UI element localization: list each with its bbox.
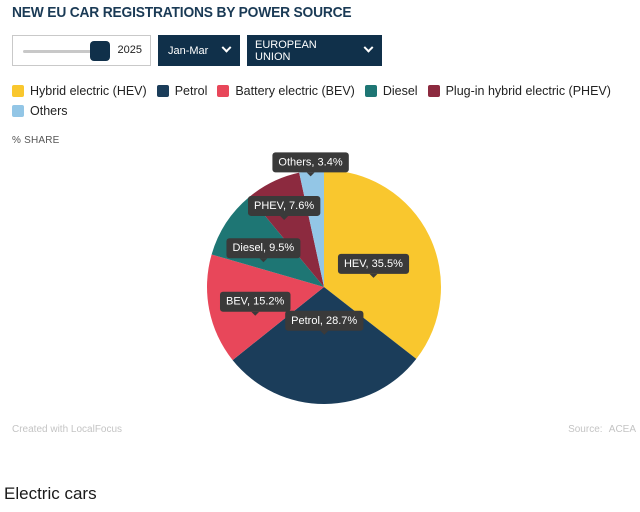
region-dropdown-label: EUROPEAN UNION xyxy=(255,38,317,63)
data-label-text: Diesel, 9.5% xyxy=(232,242,294,254)
data-label-pointer xyxy=(306,172,315,177)
data-label-pointer xyxy=(259,258,268,263)
data-label-box xyxy=(272,152,349,173)
year-value: 2025 xyxy=(117,44,142,56)
chevron-down-icon xyxy=(221,42,232,53)
legend-swatch xyxy=(156,85,169,97)
section-heading: Electric cars xyxy=(4,484,97,503)
period-dropdown-label: Jan-Mar xyxy=(168,44,209,57)
slider-track[interactable] xyxy=(23,50,105,53)
chart-controls: 2025 Jan-Mar EUROPEAN UNION xyxy=(12,35,382,66)
legend-item[interactable]: Hybrid electric (HEV) xyxy=(12,84,147,98)
legend-swatch xyxy=(12,105,24,117)
data-label-text: Petrol, 28.7% xyxy=(291,315,357,327)
data-label: BEV, 15.2% xyxy=(219,291,291,316)
legend-swatch xyxy=(12,85,24,97)
slider-thumb[interactable] xyxy=(90,41,110,61)
legend-label: Battery electric (BEV) xyxy=(235,84,355,98)
data-label-box xyxy=(337,253,410,274)
legend-item[interactable]: Others xyxy=(12,104,68,118)
legend-swatch xyxy=(217,85,230,97)
data-label: Petrol, 28.7% xyxy=(285,310,364,335)
chart-title: NEW EU CAR REGISTRATIONS BY POWER SOURCE xyxy=(12,4,352,21)
data-label-box xyxy=(219,291,291,312)
legend-item[interactable]: Battery electric (BEV) xyxy=(217,84,355,98)
data-label-pointer xyxy=(320,330,329,335)
credit-text: Created with LocalFocus xyxy=(12,424,123,435)
source-text: Source: ACEA xyxy=(568,424,636,435)
year-slider[interactable]: 2025 xyxy=(12,35,151,66)
legend-label: Hybrid electric (HEV) xyxy=(30,84,147,98)
data-label: Others, 3.4% xyxy=(272,152,349,177)
data-label-box xyxy=(285,310,364,331)
chart-legend: Hybrid electric (HEV) Petrol Battery elect… xyxy=(12,84,632,118)
data-label-text: HEV, 35.5% xyxy=(344,258,403,270)
data-label-box xyxy=(226,238,301,259)
chevron-down-icon xyxy=(363,42,374,53)
data-label: Diesel, 9.5% xyxy=(226,238,301,263)
legend-label: Diesel xyxy=(382,84,418,98)
legend-item[interactable]: Plug-in hybrid electric (PHEV) xyxy=(427,84,611,98)
legend-label: Others xyxy=(30,104,68,118)
data-label-text: PHEV, 7.6% xyxy=(254,200,314,212)
legend-swatch xyxy=(427,85,440,97)
data-label-box xyxy=(248,195,321,216)
legend-item[interactable]: Petrol xyxy=(156,84,208,98)
legend-swatch xyxy=(364,85,377,97)
legend-label: Petrol xyxy=(174,84,208,98)
data-label-pointer xyxy=(369,273,378,278)
period-dropdown[interactable]: Jan-Mar xyxy=(158,35,240,66)
pie-chart: HEV, 35.5% Petrol, 28.7% BEV, 15.2% Diesel,… xyxy=(207,152,442,404)
data-label: HEV, 35.5% xyxy=(337,253,410,278)
legend-label: Plug-in hybrid electric (PHEV) xyxy=(445,84,611,98)
data-label-text: BEV, 15.2% xyxy=(226,296,285,308)
data-label: PHEV, 7.6% xyxy=(248,195,321,220)
data-label-text: Others, 3.4% xyxy=(278,156,342,168)
region-dropdown[interactable]: EUROPEAN UNION xyxy=(247,35,382,66)
legend-item[interactable]: Diesel xyxy=(364,84,418,98)
data-label-pointer xyxy=(251,311,260,316)
pie-slice-petrol[interactable] xyxy=(232,287,417,404)
data-label-pointer xyxy=(280,215,289,220)
unit-label: % SHARE xyxy=(12,135,60,146)
